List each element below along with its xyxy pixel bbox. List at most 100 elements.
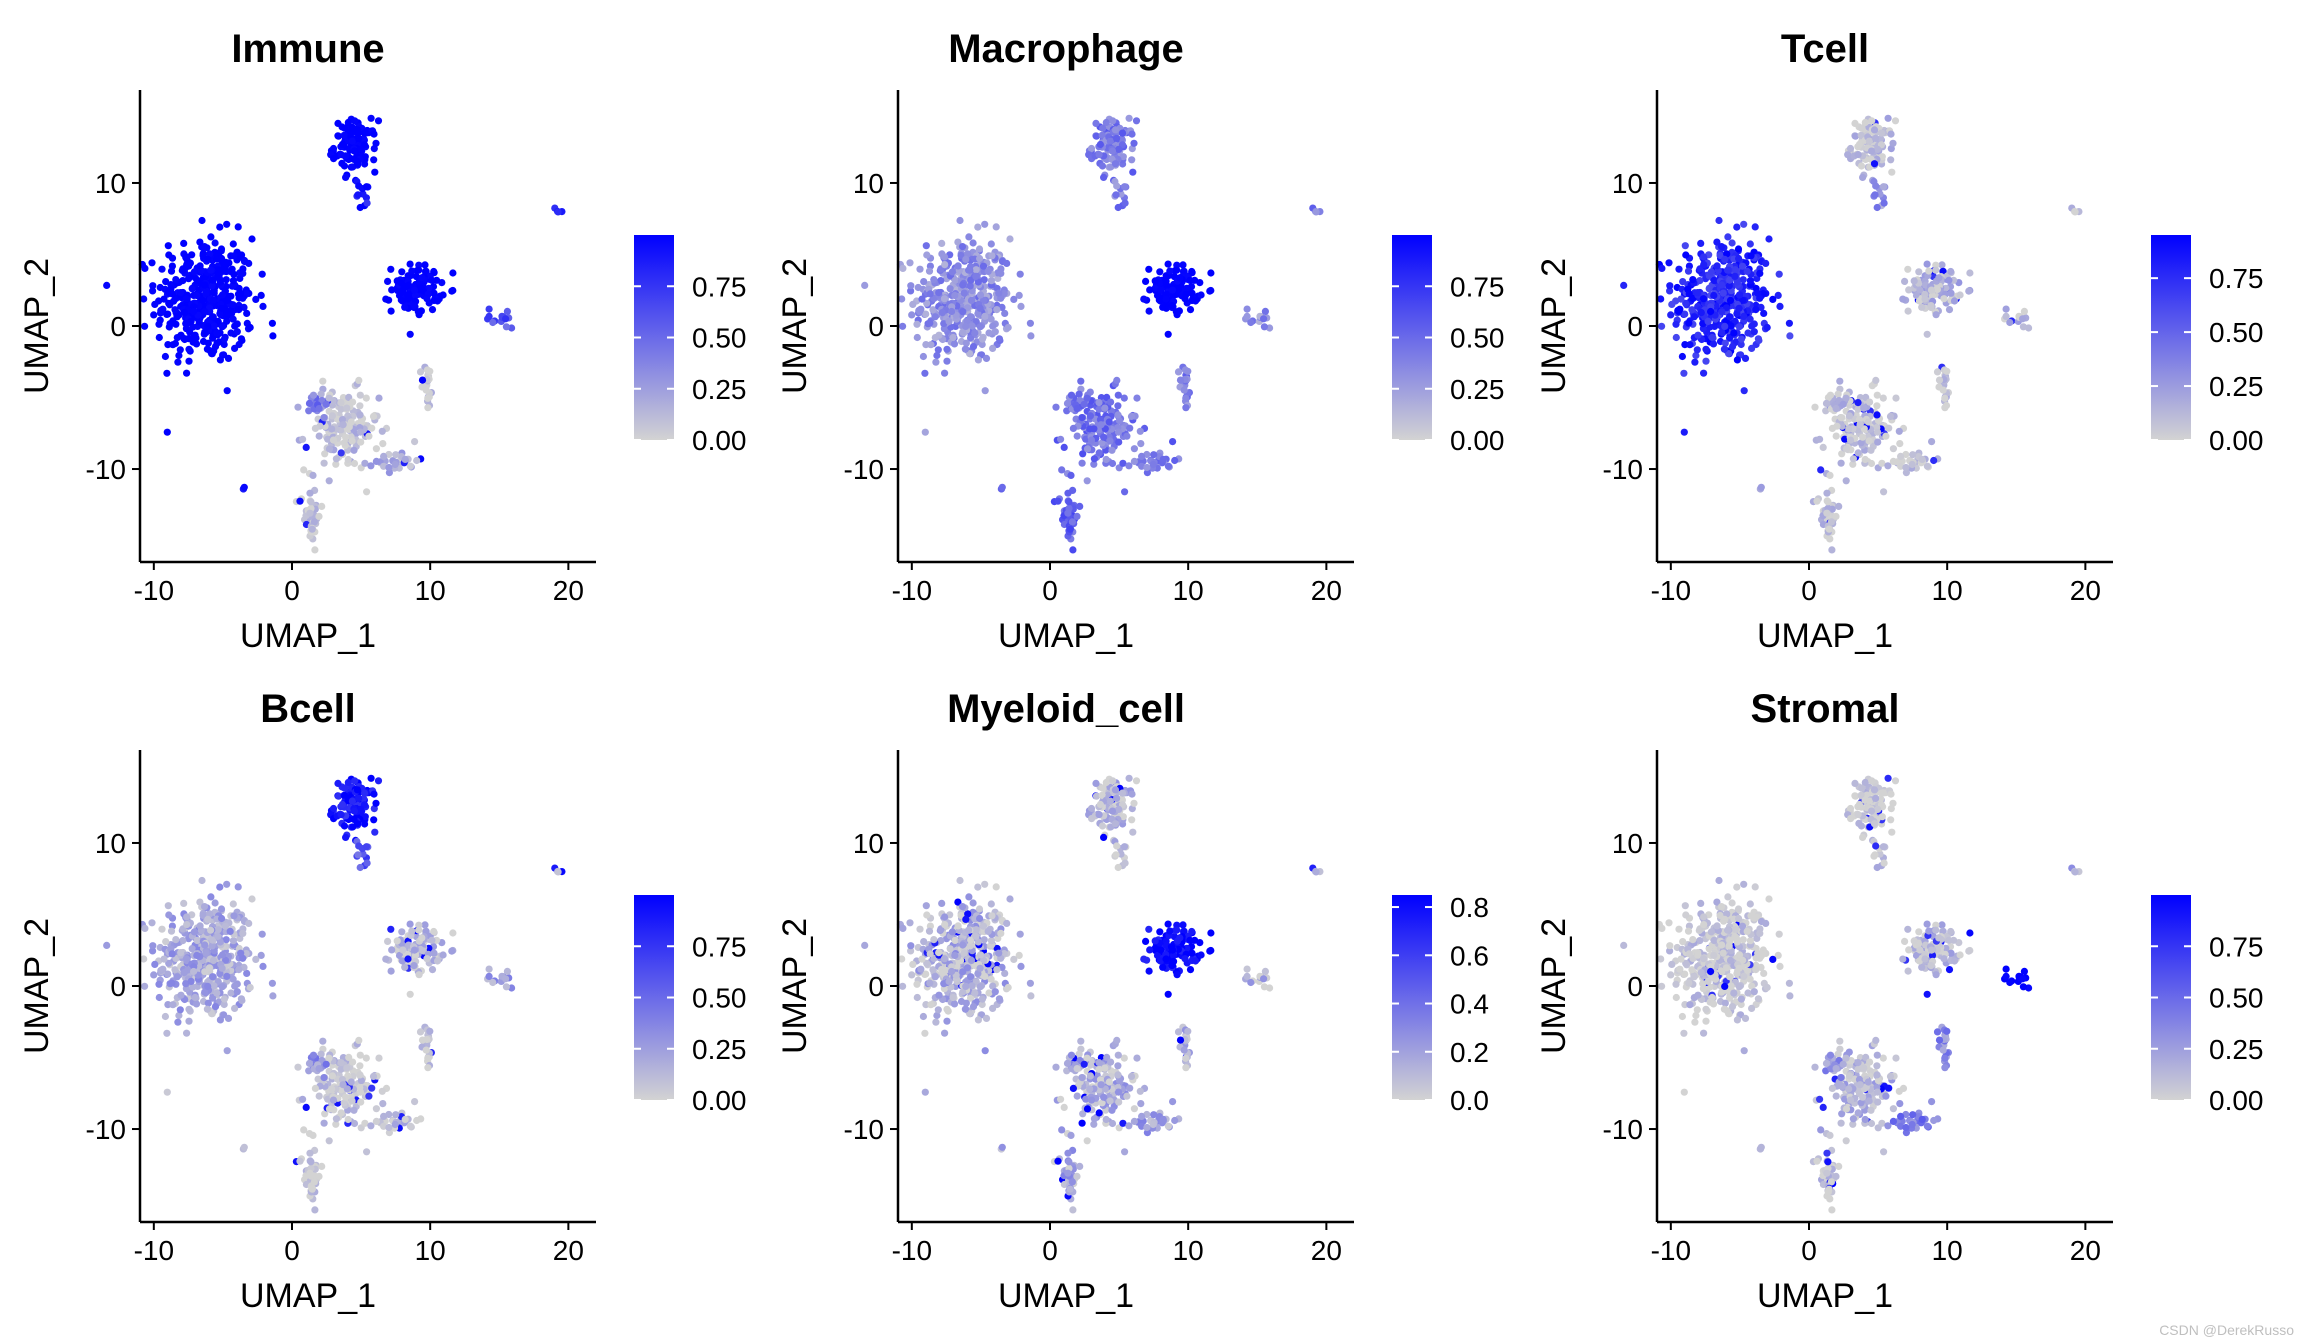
point-tcell_main bbox=[951, 951, 959, 960]
point-tcell_main bbox=[943, 1017, 951, 1025]
point-tcell_main bbox=[995, 949, 1003, 957]
point-myeloid bbox=[1965, 287, 1973, 295]
point-epi_right bbox=[380, 452, 388, 460]
panel-myeloid_cell: Myeloid_cell-10 0 10 20100-10UMAP_1UMAP_20.… bbox=[776, 687, 1489, 1315]
point-tcell_main bbox=[1713, 262, 1721, 270]
point-myeloid bbox=[1938, 261, 1946, 269]
point-bcell_top bbox=[1130, 799, 1138, 807]
point-upper_right bbox=[426, 367, 434, 375]
point-tcell_main bbox=[921, 1088, 929, 1096]
point-epi_left bbox=[1839, 400, 1847, 408]
point-tcell_main bbox=[268, 319, 276, 327]
point-epi_center bbox=[1114, 1088, 1123, 1096]
point-epi_center bbox=[1123, 1092, 1131, 1100]
point-tcell_main bbox=[916, 925, 924, 933]
point-epi_right bbox=[392, 1111, 400, 1119]
point-tcell_main bbox=[220, 335, 228, 343]
point-tcell_main bbox=[948, 928, 957, 936]
point-epi_center bbox=[309, 471, 317, 479]
point-epi_center bbox=[1090, 1115, 1098, 1123]
point-epi_center bbox=[1105, 1078, 1113, 1086]
point-bcell_top bbox=[1867, 147, 1876, 155]
legend-tick-label: 0.50 bbox=[1450, 323, 1505, 354]
point-myeloid bbox=[421, 921, 429, 929]
point-tcell_main bbox=[972, 932, 980, 941]
scatter-points bbox=[103, 774, 566, 1214]
point-tcell_main bbox=[155, 993, 163, 1002]
point-epi_center bbox=[348, 1097, 356, 1105]
point-bcell_top bbox=[1092, 119, 1100, 127]
point-epi_right bbox=[413, 456, 421, 465]
point-tcell_main bbox=[956, 216, 964, 225]
panel-title: Macrophage bbox=[948, 27, 1184, 71]
point-tcell_main bbox=[988, 252, 996, 260]
point-tcell_main bbox=[923, 251, 931, 259]
point-tcell_main bbox=[945, 317, 953, 325]
point-tcell_main bbox=[943, 357, 951, 365]
point-myeloid bbox=[398, 268, 406, 276]
point-epi_center bbox=[378, 427, 386, 435]
point-epi_right bbox=[1169, 1098, 1177, 1106]
point-bcell_tail bbox=[1112, 851, 1120, 859]
point-tcell_main bbox=[926, 290, 934, 298]
point-myeloid bbox=[1173, 971, 1181, 979]
point-epi_center bbox=[311, 424, 319, 432]
point-stromal_small bbox=[1243, 972, 1251, 981]
point-epi_center bbox=[1873, 428, 1882, 436]
point-bcell_top bbox=[1865, 137, 1873, 145]
point-epi_right bbox=[413, 1116, 421, 1125]
point-left_small bbox=[998, 1143, 1006, 1151]
point-tcell_main bbox=[967, 296, 976, 304]
point-tcell_main bbox=[920, 278, 928, 286]
point-epi_lower bbox=[1823, 489, 1831, 497]
point-epi_center bbox=[1107, 398, 1115, 406]
point-stromal_small bbox=[1247, 978, 1255, 987]
point-tcell_main bbox=[211, 343, 220, 351]
point-bcell_top bbox=[338, 140, 346, 149]
x-tick-label: 10 bbox=[415, 1235, 446, 1266]
point-tcell_main bbox=[183, 1029, 191, 1037]
point-epi_center bbox=[339, 421, 347, 429]
point-myeloid bbox=[1176, 274, 1184, 282]
point-tcell_main bbox=[220, 340, 228, 349]
point-myeloid bbox=[406, 330, 414, 338]
point-stromal_small bbox=[485, 312, 493, 320]
point-epi_lower bbox=[1066, 525, 1074, 533]
point-epi_right bbox=[1930, 456, 1938, 465]
point-myeloid bbox=[1145, 307, 1153, 315]
x-tick-label: 10 bbox=[1173, 575, 1204, 606]
point-epi_lower bbox=[296, 497, 304, 505]
point-tcell_main bbox=[981, 1047, 989, 1055]
point-epi_center bbox=[1097, 1081, 1105, 1089]
point-tcell_main bbox=[1740, 312, 1748, 320]
point-myeloid bbox=[1191, 297, 1200, 305]
point-epi_center bbox=[311, 1084, 319, 1092]
point-myeloid bbox=[1910, 277, 1918, 285]
y-tick-label: 0 bbox=[110, 311, 126, 342]
point-bcell_top bbox=[1870, 160, 1879, 168]
point-tcell_main bbox=[982, 354, 991, 362]
point-tcell_main bbox=[941, 913, 949, 921]
point-epi_center bbox=[1067, 471, 1075, 479]
point-tcell_main bbox=[1017, 302, 1025, 310]
point-tcell_main bbox=[151, 960, 159, 969]
point-myeloid bbox=[1945, 306, 1954, 314]
point-tcell_main bbox=[1751, 223, 1759, 231]
point-tcell_main bbox=[989, 344, 997, 352]
point-tcell_main bbox=[214, 926, 222, 934]
point-myeloid bbox=[1173, 926, 1181, 934]
point-epi_lower bbox=[1076, 1162, 1084, 1170]
point-bcell_top bbox=[340, 822, 349, 830]
point-tcell_main bbox=[173, 313, 181, 321]
point-epi_lower bbox=[1069, 546, 1077, 554]
point-bcell_tail bbox=[1872, 182, 1880, 190]
point-myeloid bbox=[398, 297, 406, 305]
point-epi_left bbox=[322, 1060, 330, 1068]
point-tcell_main bbox=[167, 927, 176, 935]
point-tcell_main bbox=[978, 995, 987, 1003]
point-bcell_top bbox=[1128, 156, 1136, 164]
point-epi_center bbox=[342, 1093, 350, 1101]
point-tcell_main bbox=[239, 929, 247, 938]
point-tcell_main bbox=[1692, 351, 1700, 360]
point-epi_center bbox=[1133, 1054, 1141, 1062]
